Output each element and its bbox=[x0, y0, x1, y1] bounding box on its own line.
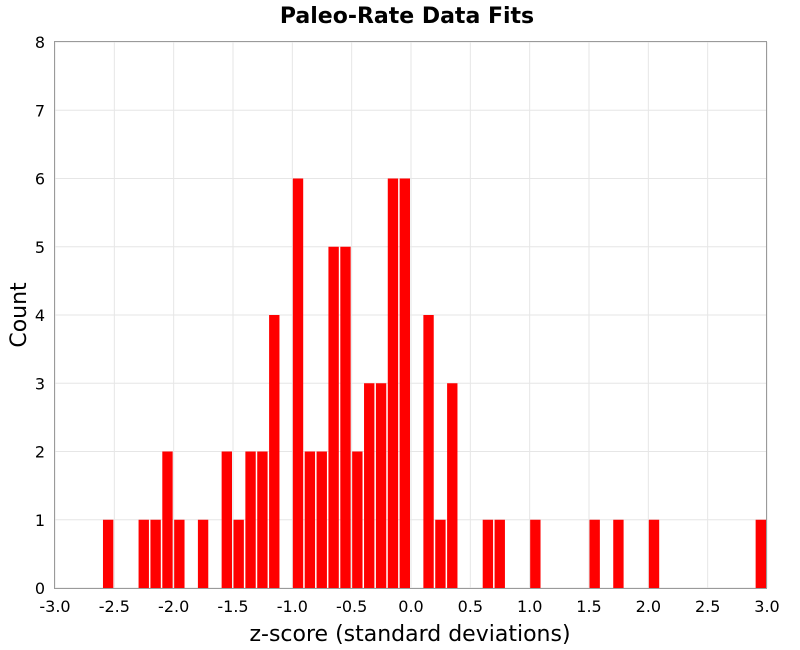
x-tick-label: -1.0 bbox=[277, 597, 308, 616]
histogram-bar bbox=[221, 451, 232, 588]
y-tick-labels: 0 1 2 3 4 5 6 7 8 bbox=[35, 33, 45, 598]
histogram-bar bbox=[257, 451, 268, 588]
histogram-bar bbox=[494, 519, 505, 588]
bars-group bbox=[102, 178, 766, 588]
histogram-bar bbox=[174, 519, 185, 588]
histogram-bar bbox=[304, 451, 316, 588]
y-tick-label: 7 bbox=[35, 101, 45, 120]
histogram-bar bbox=[245, 451, 256, 588]
x-tick-label: 0.5 bbox=[458, 597, 483, 616]
x-tick-label: -2.5 bbox=[99, 597, 130, 616]
y-tick-label: 1 bbox=[35, 511, 45, 530]
y-tick-label: 8 bbox=[35, 33, 45, 52]
histogram-bar bbox=[162, 451, 173, 588]
histogram-bar bbox=[197, 519, 209, 588]
histogram-bar bbox=[352, 451, 363, 588]
x-tick-label: 2.0 bbox=[636, 597, 661, 616]
x-tick-label: -3.0 bbox=[39, 597, 70, 616]
histogram-bar bbox=[589, 519, 600, 588]
x-tick-label: 1.0 bbox=[517, 597, 542, 616]
y-tick-label: 2 bbox=[35, 443, 45, 462]
grid-lines bbox=[54, 41, 768, 589]
histogram-bar bbox=[138, 519, 149, 588]
histogram-bar bbox=[233, 519, 244, 588]
x-tick-label: 1.5 bbox=[576, 597, 601, 616]
x-tick-label: 2.5 bbox=[695, 597, 720, 616]
histogram-bar bbox=[102, 519, 114, 588]
histogram-bar bbox=[399, 178, 410, 588]
x-tick-label: 3.0 bbox=[754, 597, 779, 616]
histogram-bar bbox=[387, 178, 399, 588]
histogram-bar bbox=[648, 519, 660, 588]
x-tick-label: -2.0 bbox=[158, 597, 189, 616]
histogram-bar bbox=[482, 519, 494, 588]
histogram-bar bbox=[328, 246, 339, 588]
x-tick-label: -1.5 bbox=[217, 597, 248, 616]
histogram-bar bbox=[150, 519, 161, 588]
y-tick-label: 5 bbox=[35, 238, 45, 257]
x-tick-labels: -3.0 -2.5 -2.0 -1.5 -1.0 -0.5 0.0 0.5 1.0 1.5 2.0 2… bbox=[39, 597, 779, 616]
y-tick-label: 6 bbox=[35, 170, 45, 189]
histogram-bar bbox=[316, 451, 327, 588]
histogram-bar bbox=[755, 519, 766, 588]
y-tick-label: 0 bbox=[35, 579, 45, 598]
x-tick-label: 0.0 bbox=[398, 597, 423, 616]
histogram-bar bbox=[613, 519, 624, 588]
histogram-bar bbox=[447, 383, 458, 588]
histogram-bar bbox=[292, 178, 304, 588]
histogram-bar bbox=[269, 315, 280, 588]
histogram-bar bbox=[435, 519, 446, 588]
chart-title: Paleo-Rate Data Fits bbox=[280, 4, 534, 29]
x-tick-label: -0.5 bbox=[336, 597, 367, 616]
histogram-bar bbox=[423, 315, 434, 588]
histogram-bar bbox=[530, 519, 541, 588]
y-tick-label: 4 bbox=[35, 306, 45, 325]
histogram-bar bbox=[375, 383, 387, 588]
histogram-bar bbox=[340, 246, 351, 588]
histogram-bar bbox=[364, 383, 375, 588]
x-axis-label: z-score (standard deviations) bbox=[249, 622, 570, 647]
y-axis-label: Count bbox=[7, 282, 32, 348]
y-tick-label: 3 bbox=[35, 374, 45, 393]
plot-frame bbox=[54, 41, 767, 589]
